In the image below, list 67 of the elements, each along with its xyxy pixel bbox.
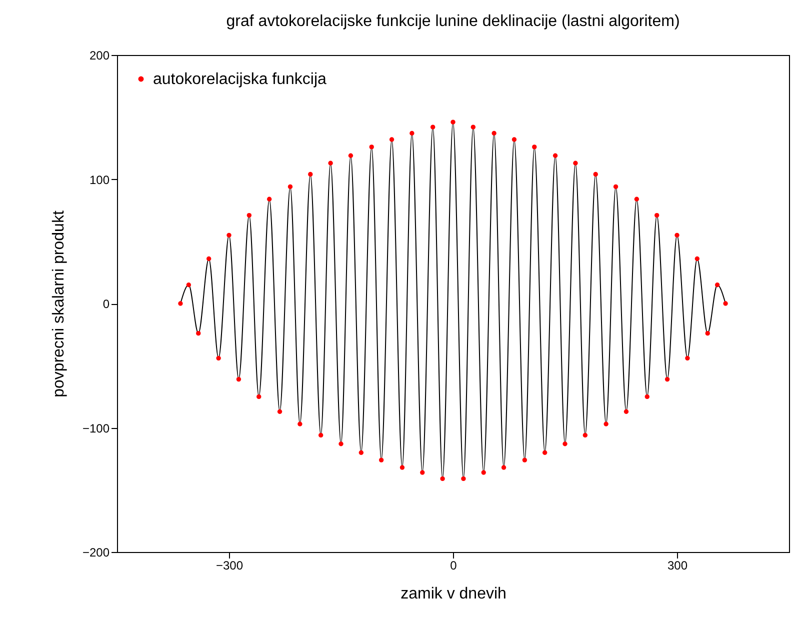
point <box>298 422 302 426</box>
point <box>481 470 486 475</box>
point <box>723 301 728 306</box>
point <box>461 476 466 482</box>
point <box>613 184 618 190</box>
y-axis-title: povprecni skalarni produkt <box>50 210 68 398</box>
point <box>348 153 354 158</box>
point <box>644 394 650 400</box>
point <box>328 160 333 166</box>
point <box>318 432 324 438</box>
point <box>573 160 578 166</box>
point <box>450 120 456 124</box>
point <box>358 450 364 455</box>
point <box>410 130 414 136</box>
point <box>288 184 293 190</box>
point <box>440 476 445 482</box>
x-tick-label: 300 <box>667 558 688 572</box>
point <box>705 330 710 336</box>
point <box>308 172 313 177</box>
point <box>378 458 384 462</box>
x-tick-label: 0 <box>450 558 458 572</box>
point <box>593 172 598 177</box>
y-tick-label: 0 <box>102 297 110 311</box>
point <box>470 124 476 130</box>
point <box>664 376 670 382</box>
point <box>582 432 588 438</box>
chart-title: graf avtokorelacijske funkcije lunine deklinacije (lastni algoritem) <box>226 13 680 30</box>
point <box>552 153 558 158</box>
point <box>694 256 700 262</box>
point <box>542 450 548 455</box>
point <box>246 212 252 218</box>
point <box>216 356 221 361</box>
y-tick-label: −100 <box>82 421 110 436</box>
y-tick-label: 100 <box>89 172 110 187</box>
x-axis-title: zamik v dnevih <box>400 586 506 602</box>
point <box>624 409 629 414</box>
point <box>206 256 212 262</box>
point <box>501 465 506 470</box>
point <box>604 422 608 426</box>
point <box>226 232 232 238</box>
point <box>277 409 282 414</box>
point <box>256 394 262 400</box>
point <box>654 212 660 218</box>
point <box>522 458 528 462</box>
legend-label: autokorelacijska funkcija <box>153 71 327 88</box>
point <box>685 356 690 361</box>
point <box>674 232 680 238</box>
point <box>369 144 374 150</box>
point <box>512 137 517 142</box>
point <box>389 137 394 142</box>
point <box>186 282 192 288</box>
point <box>178 301 183 306</box>
point <box>532 144 537 150</box>
point <box>420 470 425 475</box>
x-tick-label: −300 <box>216 558 244 572</box>
point <box>196 330 201 336</box>
point <box>634 196 640 202</box>
y-tick-label: −200 <box>82 546 110 560</box>
point <box>400 465 405 470</box>
point <box>430 124 436 130</box>
point <box>266 196 272 202</box>
y-tick-label: 200 <box>89 48 110 62</box>
point <box>338 442 344 446</box>
point <box>714 282 720 288</box>
point <box>492 130 496 136</box>
point <box>236 376 242 382</box>
point <box>562 442 568 446</box>
